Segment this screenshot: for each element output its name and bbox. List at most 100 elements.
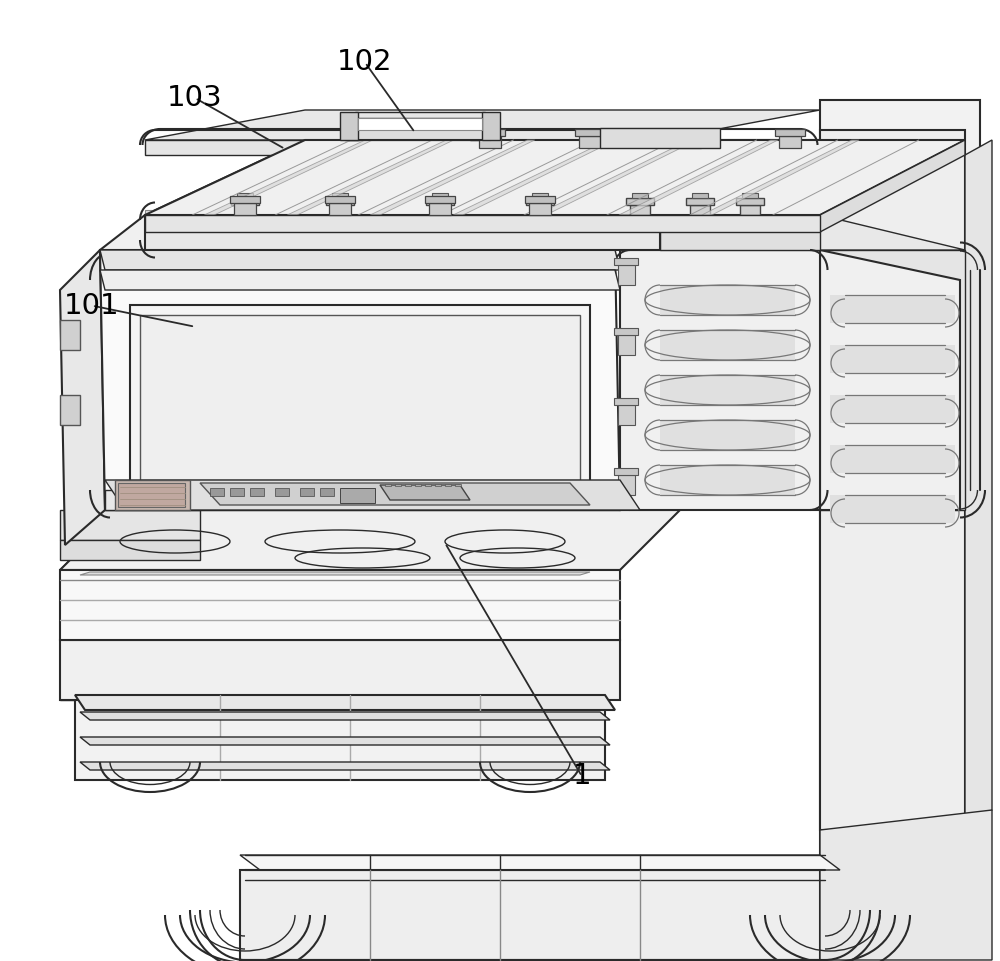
- Text: 102: 102: [337, 48, 393, 77]
- Polygon shape: [145, 210, 660, 215]
- Polygon shape: [820, 810, 992, 960]
- Polygon shape: [632, 193, 648, 198]
- Polygon shape: [620, 250, 820, 510]
- Polygon shape: [250, 488, 264, 496]
- Polygon shape: [145, 215, 660, 250]
- Polygon shape: [385, 484, 391, 486]
- Polygon shape: [820, 250, 965, 510]
- Polygon shape: [690, 205, 710, 215]
- Polygon shape: [350, 120, 480, 140]
- Polygon shape: [532, 193, 548, 198]
- Polygon shape: [742, 193, 758, 198]
- Polygon shape: [830, 345, 955, 373]
- Polygon shape: [60, 395, 80, 425]
- Polygon shape: [100, 215, 660, 250]
- Polygon shape: [235, 205, 255, 215]
- Polygon shape: [692, 193, 708, 198]
- Polygon shape: [358, 118, 482, 130]
- Polygon shape: [60, 510, 680, 570]
- Polygon shape: [75, 695, 605, 780]
- Polygon shape: [600, 128, 720, 148]
- Polygon shape: [105, 490, 620, 510]
- Polygon shape: [237, 193, 253, 198]
- Polygon shape: [660, 375, 795, 405]
- Polygon shape: [355, 112, 485, 118]
- Polygon shape: [130, 305, 590, 490]
- Polygon shape: [80, 762, 610, 770]
- Polygon shape: [326, 198, 354, 205]
- Polygon shape: [679, 136, 701, 148]
- Polygon shape: [105, 480, 640, 510]
- Polygon shape: [350, 118, 490, 140]
- Polygon shape: [234, 203, 256, 215]
- Polygon shape: [320, 488, 334, 496]
- Polygon shape: [426, 198, 454, 205]
- Polygon shape: [100, 250, 620, 270]
- Polygon shape: [425, 196, 455, 203]
- Polygon shape: [60, 540, 200, 560]
- Polygon shape: [618, 405, 635, 425]
- Polygon shape: [329, 203, 351, 215]
- Polygon shape: [425, 484, 431, 486]
- Polygon shape: [470, 113, 485, 140]
- Polygon shape: [536, 140, 697, 215]
- Polygon shape: [660, 285, 795, 315]
- Polygon shape: [675, 129, 705, 136]
- Polygon shape: [455, 484, 461, 486]
- Polygon shape: [255, 140, 452, 215]
- Polygon shape: [830, 445, 955, 473]
- Polygon shape: [60, 570, 620, 640]
- Polygon shape: [60, 640, 620, 700]
- Polygon shape: [475, 129, 505, 136]
- Polygon shape: [830, 495, 955, 523]
- Polygon shape: [660, 465, 795, 495]
- Polygon shape: [445, 484, 451, 486]
- Polygon shape: [145, 140, 820, 215]
- Polygon shape: [579, 136, 601, 148]
- Polygon shape: [145, 140, 660, 155]
- Polygon shape: [614, 258, 638, 265]
- Polygon shape: [619, 140, 778, 215]
- Polygon shape: [660, 420, 795, 450]
- Polygon shape: [60, 510, 120, 570]
- Polygon shape: [686, 198, 714, 205]
- Polygon shape: [355, 113, 475, 120]
- Polygon shape: [630, 205, 650, 215]
- Polygon shape: [820, 100, 980, 860]
- Polygon shape: [820, 250, 960, 510]
- Polygon shape: [524, 140, 721, 215]
- Polygon shape: [529, 203, 551, 215]
- Polygon shape: [591, 140, 788, 215]
- Polygon shape: [614, 468, 638, 475]
- Polygon shape: [322, 140, 519, 215]
- Polygon shape: [340, 488, 375, 503]
- Polygon shape: [702, 140, 859, 215]
- Polygon shape: [415, 484, 421, 486]
- Polygon shape: [287, 140, 454, 215]
- Polygon shape: [370, 140, 535, 215]
- Polygon shape: [820, 140, 965, 232]
- Polygon shape: [380, 485, 470, 500]
- Polygon shape: [60, 320, 80, 350]
- Polygon shape: [453, 140, 616, 215]
- Polygon shape: [332, 193, 348, 198]
- Polygon shape: [275, 488, 289, 496]
- Polygon shape: [820, 130, 965, 830]
- Polygon shape: [614, 328, 638, 335]
- Polygon shape: [230, 196, 260, 203]
- Polygon shape: [300, 488, 314, 496]
- Polygon shape: [204, 140, 373, 215]
- Polygon shape: [965, 140, 992, 830]
- Polygon shape: [188, 140, 385, 215]
- Polygon shape: [429, 203, 451, 215]
- Polygon shape: [526, 198, 554, 205]
- Polygon shape: [614, 398, 638, 405]
- Polygon shape: [240, 870, 820, 960]
- Polygon shape: [145, 110, 820, 140]
- Polygon shape: [340, 112, 358, 140]
- Polygon shape: [479, 136, 501, 148]
- Polygon shape: [525, 196, 555, 203]
- Polygon shape: [240, 855, 840, 870]
- Polygon shape: [660, 215, 820, 250]
- Polygon shape: [626, 198, 654, 205]
